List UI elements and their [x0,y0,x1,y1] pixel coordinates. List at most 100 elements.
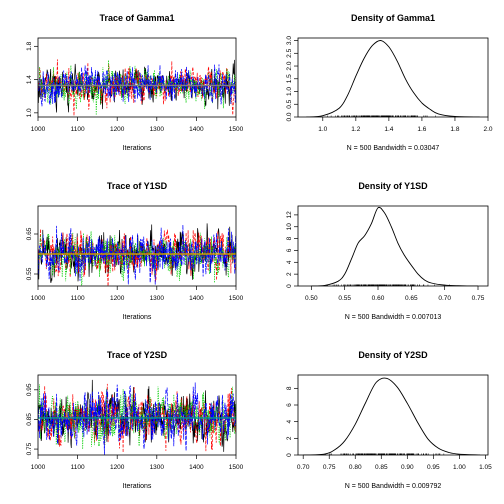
plot-area [303,377,481,455]
density-curve [306,40,480,117]
x-tick-label: 1300 [150,295,165,302]
y-tick-label: 0.95 [26,383,33,396]
x-tick-label: 1.6 [417,126,426,133]
x-tick-label: 1000 [31,126,46,133]
x-tick-label: 1100 [71,464,85,471]
x-tick-label: 1300 [150,464,165,471]
x-tick-label: 0.50 [305,295,318,302]
x-tick-label: 0.70 [438,295,451,302]
plot-area [311,206,479,286]
y-tick-label: 3.0 [286,36,293,45]
x-tick-label: 1000 [31,464,46,471]
x-axis-label: Iterations [123,483,152,490]
x-tick-label: 1200 [110,126,125,133]
x-tick-label: 1300 [150,126,165,133]
plot-frame [37,37,237,118]
x-tick-label: 1500 [229,295,244,302]
y-tick-label: 2 [286,272,293,276]
x-tick-label: 0.60 [372,295,385,302]
x-axis-label: N = 500 Bandwidth = 0.007013 [345,314,442,321]
x-tick-label: 1.8 [450,126,459,133]
chart-title: Trace of Y1SD [107,181,168,191]
y-tick-label: 0.0 [286,112,293,121]
y-tick-label: 1.0 [286,87,293,96]
chain-4-trace [38,64,236,107]
y-tick-label: 10 [286,223,293,231]
x-tick-label: 1.00 [453,464,466,471]
y-tick-label: 0.85 [26,413,33,426]
y-tick-label: 0.5 [286,99,293,108]
x-tick-label: 1.2 [351,126,360,133]
x-tick-label: 1.0 [318,126,327,133]
chain-2-trace [38,59,236,116]
chain-1-trace [38,59,236,113]
chain-4-trace [38,224,236,285]
chart-panel: Density of Gamma1 N = 500 Bandwidth = 0.0… [286,13,493,152]
y-tick-label: 4 [286,260,293,264]
x-tick-label: 0.80 [349,464,362,471]
y-tick-label: 1.5 [286,74,293,83]
x-axis-label: Iterations [123,145,152,152]
density-curve [311,206,479,286]
x-axis-label: Iterations [123,314,152,321]
y-tick-label: 6 [286,248,293,252]
chart-title: Density of Y1SD [358,181,428,191]
x-tick-label: 1200 [110,464,125,471]
y-tick-label: 0.55 [26,267,33,280]
plot-frame [37,205,237,287]
x-tick-label: 1500 [229,464,244,471]
x-tick-label: 1.4 [384,126,393,133]
y-tick-label: 1.0 [26,108,33,117]
chart-title: Density of Gamma1 [351,13,435,23]
y-tick-label: 0 [286,453,293,457]
chart-panel: Trace of Y2SD Iterations 1000 1100 1200 1300 1… [26,350,244,490]
y-tick-label: 4 [286,419,293,423]
y-tick-label: 0 [286,284,293,288]
density-curve [303,377,481,455]
plot-frame [297,37,489,118]
x-tick-label: 1100 [71,126,85,133]
plot-frame [37,374,237,456]
plot-area [38,223,236,286]
x-axis-label: N = 500 Bandwidth = 0.009792 [345,483,442,490]
x-tick-label: 0.65 [405,295,418,302]
x-tick-label: 1100 [71,295,85,302]
y-tick-label: 6 [286,403,293,407]
x-tick-label: 1400 [189,464,204,471]
plot-area [38,59,236,116]
y-tick-label: 12 [286,211,293,219]
y-tick-label: 2.0 [286,61,293,70]
plot-frame [297,374,489,456]
x-tick-label: 0.95 [427,464,440,471]
y-tick-label: 2.5 [286,48,293,57]
y-tick-label: 1.8 [26,41,33,50]
chart-panel: Trace of Gamma1 Iterations 1000 1100 1200 130… [26,13,244,152]
plot-frame [297,205,489,287]
x-tick-label: 1400 [189,126,204,133]
x-tick-label: 0.70 [297,464,310,471]
x-tick-label: 1500 [229,126,244,133]
chain-3-trace [38,60,236,116]
chart-title: Trace of Y2SD [107,350,168,360]
x-tick-label: 1.05 [479,464,492,471]
plot-area [306,40,480,117]
x-tick-label: 0.85 [375,464,388,471]
plot-area [38,379,236,455]
x-tick-label: 0.75 [323,464,336,471]
chart-title: Trace of Gamma1 [99,13,174,23]
x-tick-label: 0.75 [472,295,485,302]
y-tick-label: 8 [286,386,293,390]
y-tick-label: 2 [286,436,293,440]
y-tick-label: 8 [286,236,293,240]
chart-panel: Density of Y1SD N = 500 Bandwidth = 0.007… [286,181,489,321]
x-tick-label: 1400 [189,295,204,302]
x-axis-label: N = 500 Bandwidth = 0.03047 [347,145,440,152]
chart-title: Density of Y2SD [358,350,428,360]
x-tick-label: 1000 [31,295,46,302]
chart-panel: Trace of Y1SD Iterations 1000 1100 1200 1300 1… [26,181,244,321]
y-tick-label: 0.65 [26,227,33,240]
chain-4-trace [38,382,236,455]
x-tick-label: 2.0 [483,126,492,133]
x-tick-label: 0.55 [338,295,351,302]
